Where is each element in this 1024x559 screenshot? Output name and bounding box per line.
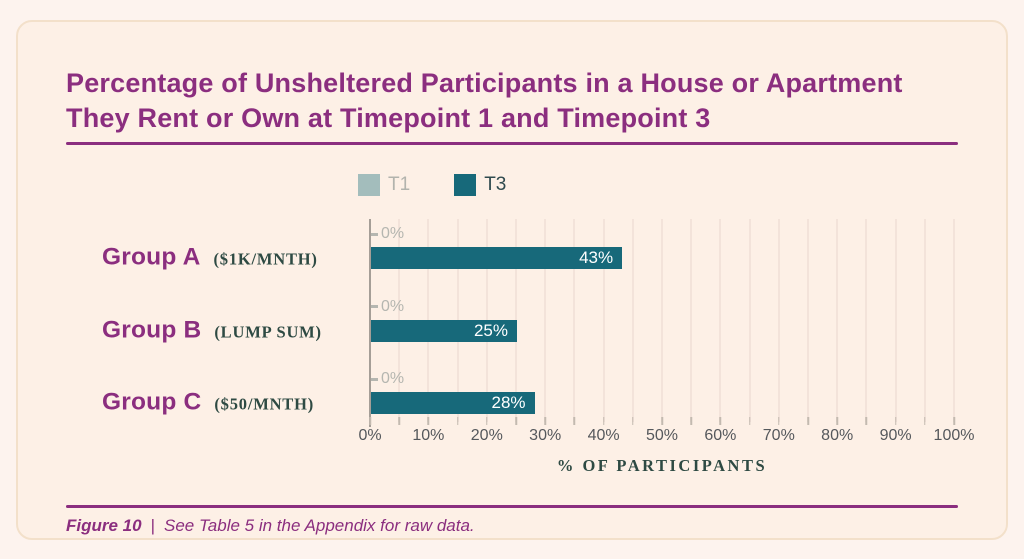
legend-swatch (358, 174, 380, 196)
footer-divider (66, 505, 958, 508)
axis-tick (690, 417, 692, 425)
axis-tick-label: 40% (587, 427, 620, 444)
figure-card: Percentage of Unsheltered Participants i… (16, 20, 1008, 540)
t3-bar: 28% (371, 392, 535, 414)
title-divider (66, 142, 958, 145)
category-label: Group C ($50/MNTH) (102, 388, 314, 416)
category-label: Group A ($1K/MNTH) (102, 243, 318, 271)
axis-tick-label: 100% (933, 427, 975, 444)
axis-tick (602, 417, 605, 425)
category-name: Group A (102, 243, 201, 271)
legend-label: T3 (484, 174, 507, 195)
chart-title-line2: They Rent or Own at Timepoint 1 and Time… (66, 103, 711, 133)
bar-value-label: 25% (473, 320, 508, 340)
grid-line (894, 219, 897, 422)
axis-tick (544, 417, 546, 425)
caption-separator: | (150, 516, 156, 535)
axis-tick (456, 417, 459, 425)
grid-line (777, 219, 780, 422)
axis-tick (719, 417, 722, 425)
figure-caption: Figure 10 | See Table 5 in the Appendix fo… (66, 516, 475, 536)
x-axis-label: % OF PARTICIPANTS (556, 456, 768, 475)
legend-swatch (454, 174, 477, 196)
axis-tick (632, 417, 634, 425)
t3-bar: 25% (371, 319, 517, 342)
legend-item: T3 (454, 174, 506, 196)
axis-tick (894, 417, 897, 425)
legend-item: T1 (358, 174, 410, 196)
t1-zero-value-label: 0% (381, 370, 405, 387)
bar-value-label: 43% (579, 248, 614, 267)
axis-tick (953, 417, 955, 425)
chart-title-line1: Percentage of Unsheltered Participants i… (66, 68, 903, 98)
grid-line (865, 219, 868, 422)
category-sublabel: ($1K/MNTH) (213, 249, 318, 269)
category-name: Group B (102, 315, 202, 343)
axis-tick (369, 417, 371, 425)
t3-bar: 43% (371, 247, 623, 269)
axis-tick (807, 417, 809, 425)
grid-line (690, 219, 693, 422)
grid-line (544, 219, 547, 422)
plot-area: 0% 43% 0% 25% 0% 28% 0% 10% 20% 30% 40% 50% 60% 70% 80… (358, 219, 974, 444)
axis-tick (398, 417, 400, 425)
chart-legend: T1 T3 (358, 174, 550, 196)
grid-line (573, 219, 576, 422)
axis-tick (427, 417, 430, 425)
axis-tick-label: 20% (470, 427, 503, 444)
axis-tick-label: 70% (762, 427, 795, 444)
axis-tick-label: 90% (879, 427, 912, 444)
figure-number: Figure 10 (66, 516, 142, 535)
axis-tick (865, 417, 868, 425)
axis-tick-label: 10% (412, 427, 445, 444)
category-sublabel: ($50/MNTH) (214, 394, 315, 414)
axis-tick (778, 417, 780, 425)
t1-zero-value-label: 0% (381, 297, 405, 315)
category-name: Group C (102, 388, 202, 416)
t1-zero-tick (371, 232, 378, 236)
y-axis-line (369, 219, 371, 427)
t1-zero-value-label: 0% (381, 225, 405, 242)
grid-line (631, 219, 634, 422)
axis-tick-label: 0% (358, 427, 382, 444)
grid-line (953, 219, 955, 422)
axis-tick (661, 417, 663, 425)
axis-tick (486, 417, 488, 425)
axis-tick (573, 417, 576, 425)
grid-line (661, 219, 663, 422)
category-label: Group B (LUMP SUM) (102, 316, 322, 344)
bar-value-label: 28% (491, 393, 526, 412)
legend-label: T1 (388, 174, 411, 195)
grid-line (807, 219, 809, 422)
grid-line (748, 219, 751, 422)
category-labels: Group A ($1K/MNTH) Group B (LUMP SUM) Group … (102, 219, 372, 425)
axis-tick (748, 417, 751, 425)
caption-text: See Table 5 in the Appendix for raw data… (164, 516, 475, 535)
chart-title: Percentage of Unsheltered Participants i… (66, 66, 986, 136)
axis-tick-label: 80% (821, 427, 854, 444)
axis-tick-label: 50% (645, 427, 679, 444)
grid-line (923, 219, 926, 422)
axis-tick (836, 417, 838, 425)
grid-line (602, 219, 605, 422)
axis-tick-label: 30% (529, 427, 562, 444)
grid-line (836, 219, 839, 422)
axis-tick-label: 60% (704, 427, 737, 444)
t1-zero-tick (371, 305, 378, 308)
grid-line (719, 219, 722, 422)
category-sublabel: (LUMP SUM) (214, 321, 322, 341)
axis-tick (515, 417, 517, 425)
t1-zero-tick (371, 377, 378, 381)
axis-tick (924, 417, 926, 425)
